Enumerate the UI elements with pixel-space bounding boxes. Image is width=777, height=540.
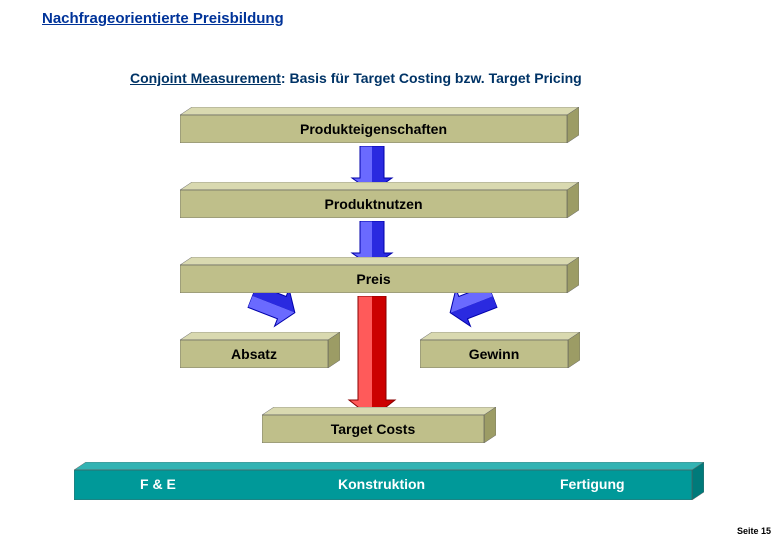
bar-label-targetcosts: Target Costs — [262, 415, 484, 443]
page-title: Nachfrageorientierte Preisbildung — [42, 10, 284, 27]
subtitle: Conjoint Measurement: Basis für Target C… — [130, 70, 582, 86]
footer-page-number: Seite 15 — [737, 526, 771, 536]
bottom-label-fe: F & E — [140, 476, 176, 492]
bar-absatz: Absatz — [180, 332, 340, 368]
subtitle-rest: : Basis für Target Costing bzw. Target P… — [281, 70, 582, 86]
bar-label-gewinn: Gewinn — [420, 340, 568, 368]
bottom-label-fertigung: Fertigung — [560, 476, 625, 492]
bottom-label-konstruktion: Konstruktion — [338, 476, 425, 492]
bar-produktnutzen: Produktnutzen — [180, 182, 579, 218]
bar-preis: Preis — [180, 257, 579, 293]
bar-label-preis: Preis — [180, 265, 567, 293]
bar-produkteigenschaften: Produkteigenschaften — [180, 107, 579, 143]
subtitle-underlined: Conjoint Measurement — [130, 70, 281, 86]
bar-gewinn: Gewinn — [420, 332, 580, 368]
bar-label-absatz: Absatz — [180, 340, 328, 368]
bar-targetcosts: Target Costs — [262, 407, 496, 443]
bar-label-produktnutzen: Produktnutzen — [180, 190, 567, 218]
bar-label-produkteigenschaften: Produkteigenschaften — [180, 115, 567, 143]
arrow-red — [347, 296, 397, 420]
